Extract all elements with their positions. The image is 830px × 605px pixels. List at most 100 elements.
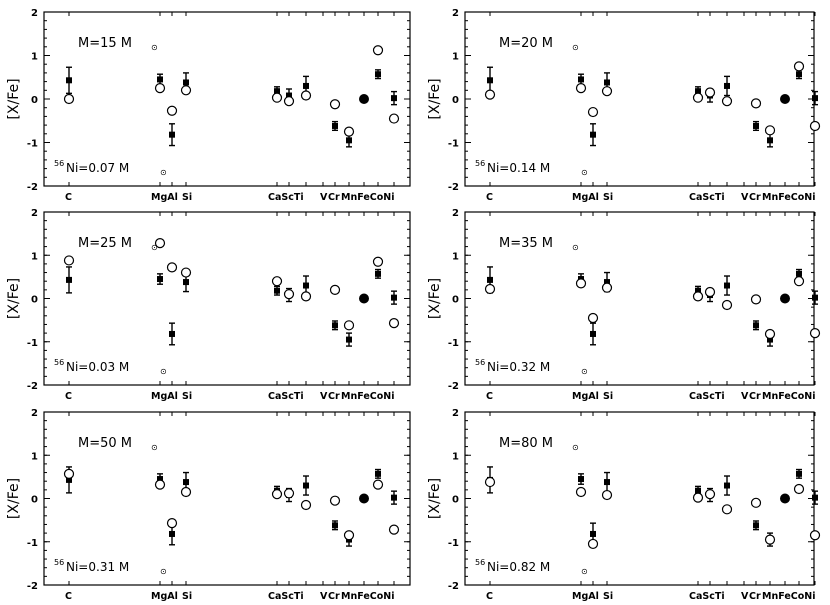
observed-marker: [604, 79, 610, 86]
y-tick-label: 1: [452, 52, 459, 63]
observed-marker: [375, 470, 381, 477]
y-tick-label: -2: [27, 581, 38, 592]
element-label: C: [65, 192, 72, 203]
mass-label: M=15 M: [78, 36, 132, 51]
model-point-ti: [300, 90, 312, 101]
y-tick-label: -2: [448, 581, 459, 592]
mass-label: M=20 M: [499, 36, 553, 51]
model-point-c: [63, 468, 75, 479]
element-label: MnFeCoNi: [762, 591, 815, 602]
mass-label: M=80 M: [499, 436, 553, 451]
observed-marker: [375, 270, 381, 277]
model-point-ni: [809, 120, 821, 132]
observed-point-co: [375, 69, 381, 80]
observed-point-ti: [724, 475, 730, 496]
model-point-mg: [154, 238, 166, 249]
y-axis-label: [X/Fe]: [6, 278, 22, 319]
element-label: MnFeCoNi: [341, 391, 394, 402]
model-point-sc: [704, 87, 716, 98]
y-tick-label: 0: [31, 95, 38, 106]
element-label: CaScTi: [689, 591, 725, 602]
model-point-c: [484, 283, 496, 295]
sun-symbol: ⊙: [581, 168, 588, 177]
observed-marker: [695, 287, 701, 294]
element-label: MgAl: [572, 391, 599, 402]
observed-marker: [157, 476, 163, 483]
observed-point-al: [590, 123, 596, 147]
observed-marker: [812, 494, 818, 501]
element-label: Cr: [328, 192, 340, 203]
element-label: Si: [182, 391, 192, 402]
model-point-cr: [750, 98, 762, 109]
model-point-ni: [809, 530, 821, 541]
y-tick-label: 2: [452, 8, 459, 19]
observed-point-ti: [724, 275, 730, 296]
observed-marker: [487, 77, 493, 84]
observed-point-cr: [332, 120, 338, 132]
element-label: Cr: [749, 192, 761, 203]
model-point-mn: [343, 126, 355, 137]
ni-superscript: 56: [54, 159, 64, 168]
observed-point-ca: [274, 285, 280, 296]
model-point-mg: [154, 479, 166, 490]
observed-marker: [578, 76, 584, 83]
observed-point-c: [66, 66, 72, 95]
element-label: V: [320, 591, 328, 602]
element-label: Si: [182, 591, 192, 602]
observed-marker: [604, 479, 610, 486]
observed-marker: [66, 77, 72, 84]
model-point-mg: [575, 486, 587, 498]
observed-marker: [346, 336, 352, 343]
observed-marker: [724, 282, 730, 289]
model-point-ca: [271, 92, 283, 103]
model-point-sc: [283, 488, 295, 499]
element-label: V: [741, 591, 749, 602]
sun-symbol: ⊙: [151, 243, 158, 252]
element-label: CaScTi: [268, 192, 304, 203]
model-point-si: [180, 85, 192, 96]
y-tick-label: -2: [448, 381, 459, 392]
sun-symbol: ⊙: [151, 443, 158, 452]
ni-superscript: 56: [54, 558, 64, 567]
mass-label: M=35 M: [499, 236, 553, 251]
observed-marker: [695, 88, 701, 95]
sun-symbol: ⊙: [160, 567, 167, 576]
model-point-si: [601, 282, 613, 293]
y-tick-label: 1: [31, 251, 38, 262]
element-label: Cr: [749, 591, 761, 602]
model-point-c: [484, 476, 496, 488]
model-point-ni: [388, 318, 400, 329]
y-tick-label: 2: [31, 408, 38, 419]
observed-marker: [695, 487, 701, 494]
observed-marker: [767, 137, 773, 144]
sun-symbol: ⊙: [160, 367, 167, 376]
observed-point-co: [796, 468, 802, 479]
model-point-ti: [721, 96, 733, 107]
model-point-ti: [300, 499, 312, 511]
model-point-co: [372, 479, 384, 490]
observed-marker: [303, 82, 309, 89]
model-point-cr: [750, 497, 762, 508]
ni-label: Ni=0.31 M: [66, 560, 129, 574]
fe-reference-point: [359, 94, 369, 104]
observed-point-ni: [812, 290, 818, 305]
y-tick-label: -1: [27, 139, 38, 150]
observed-marker: [157, 76, 163, 83]
model-point-al: [166, 518, 178, 529]
sun-symbol: ⊙: [572, 443, 579, 452]
ni-superscript: 56: [475, 558, 485, 567]
y-tick-label: 0: [452, 495, 459, 506]
observed-marker: [812, 95, 818, 102]
model-point-ca: [271, 489, 283, 500]
sun-symbol: ⊙: [151, 43, 158, 52]
model-point-al: [166, 105, 178, 116]
observed-marker: [604, 279, 610, 286]
observed-marker: [274, 287, 280, 294]
model-point-c: [484, 89, 496, 100]
model-point-mn: [764, 328, 776, 340]
observed-marker: [157, 276, 163, 283]
observed-point-ni: [812, 490, 818, 505]
ni-superscript: 56: [475, 159, 485, 168]
element-label: Si: [603, 192, 613, 203]
model-point-ca: [692, 92, 704, 103]
